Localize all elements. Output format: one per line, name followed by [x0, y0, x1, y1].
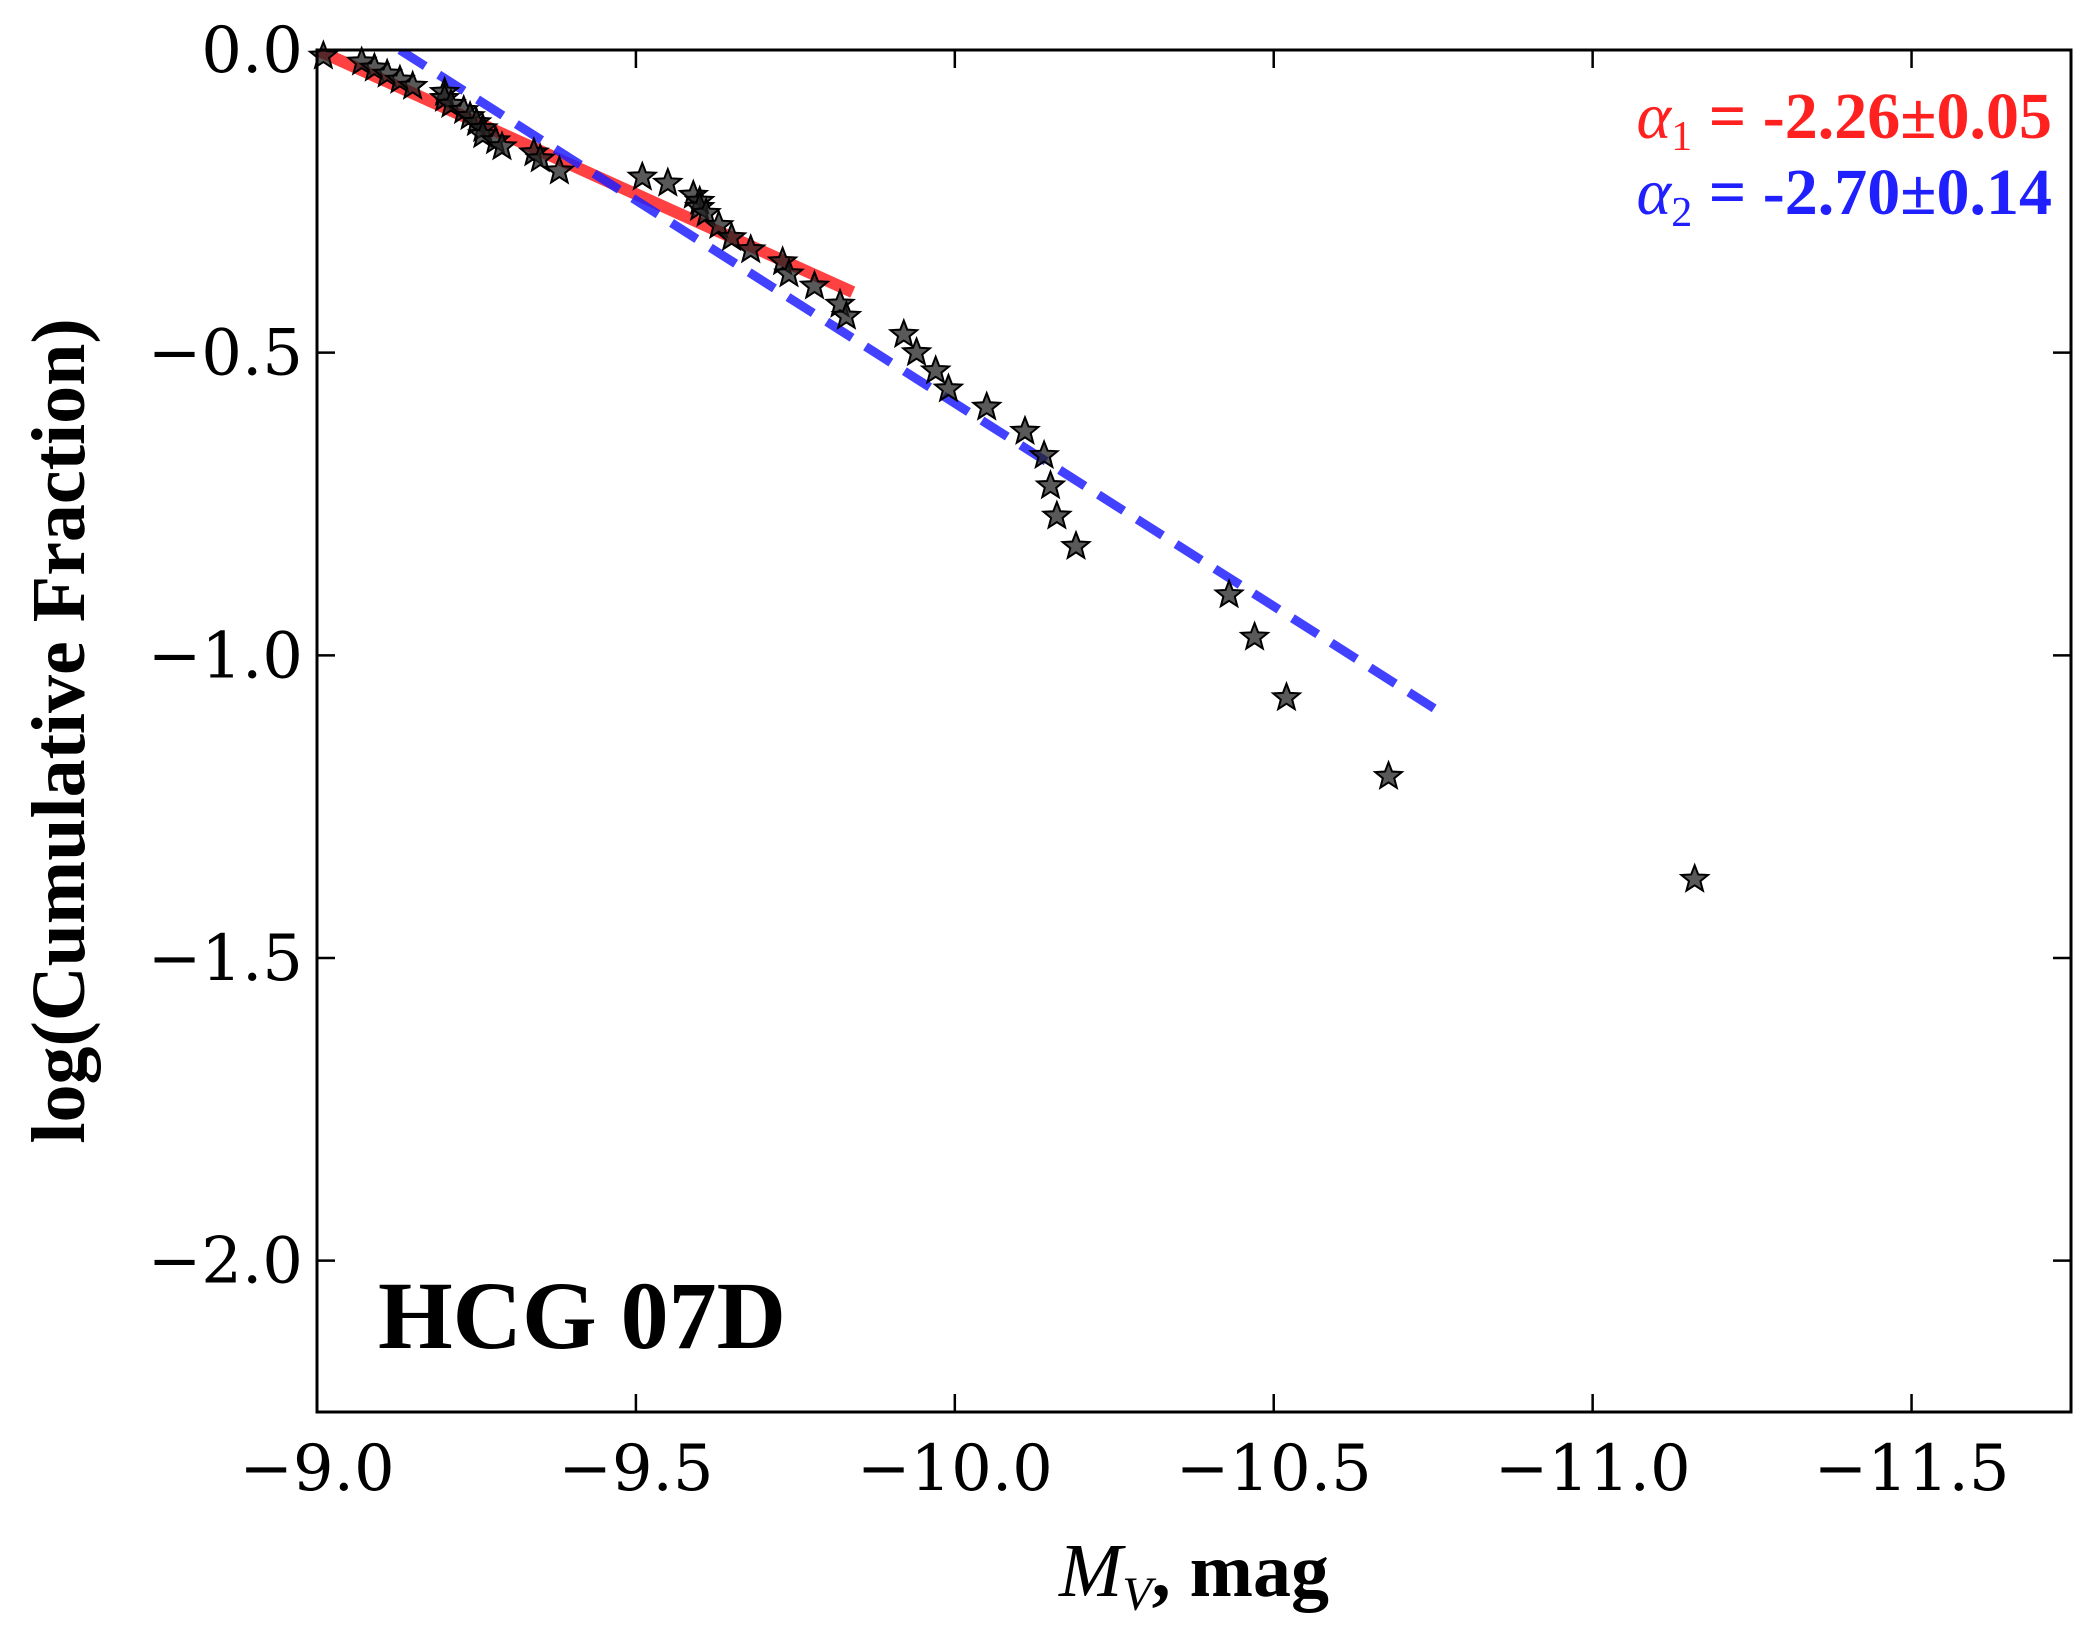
alpha1-symbol: α — [1637, 80, 1673, 153]
data-point-star — [900, 335, 933, 367]
plot-frame — [315, 48, 2073, 1414]
x-tick-label: −9.0 — [239, 1432, 394, 1506]
data-point-star — [798, 269, 831, 300]
x-tick-label: −11.5 — [1813, 1432, 2009, 1506]
data-point-star — [932, 372, 965, 403]
data-point-star — [1034, 469, 1067, 500]
data-point-star — [766, 245, 799, 276]
data-point-star — [466, 117, 499, 149]
x-tick-label: −10.5 — [1176, 1432, 1372, 1506]
data-point-star — [1678, 862, 1711, 893]
x-axis-var: M — [1058, 1529, 1126, 1613]
y-tick-label: −2.0 — [148, 1225, 303, 1299]
alpha1-subscript: 1 — [1671, 114, 1692, 160]
data-point-star — [1213, 578, 1246, 609]
fit-lines — [317, 50, 1449, 720]
x-tick-label: −9.5 — [558, 1432, 713, 1506]
x-tick-label: −10.0 — [857, 1432, 1053, 1506]
data-point-star — [690, 196, 723, 228]
data-point-star — [1372, 759, 1405, 790]
y-tick-label: 0.0 — [201, 14, 303, 88]
data-point-star — [1028, 438, 1061, 470]
alpha1-value: = -2.26±0.05 — [1692, 80, 2052, 153]
data-point-star — [486, 130, 518, 161]
data-point-star — [1270, 680, 1303, 712]
data-point-star — [919, 354, 952, 385]
data-point-star — [543, 154, 576, 185]
y-tick-label: −1.5 — [148, 922, 303, 996]
data-point-star — [702, 208, 735, 240]
x-axis-label: MV, mag — [1058, 1529, 1329, 1621]
data-point-star — [358, 51, 391, 82]
data-point-star — [830, 299, 863, 330]
x-axis-unit: , mag — [1152, 1529, 1329, 1613]
data-point-star — [396, 69, 429, 100]
data-point-star — [626, 160, 659, 191]
x-tick-label: −11.0 — [1495, 1432, 1691, 1506]
y-axis-label: log(Cumulative Fraction) — [17, 318, 101, 1143]
data-point-star — [970, 390, 1003, 421]
legend-alpha1: α1 = -2.26±0.05 — [1637, 80, 2052, 160]
data-point-star — [383, 63, 416, 94]
data-point-star — [1238, 620, 1271, 651]
panel-label: HCG 07D — [378, 1262, 786, 1369]
data-point-star — [734, 232, 767, 264]
data-point-star — [434, 87, 467, 119]
alpha2-subscript: 2 — [1671, 190, 1692, 236]
data-point-star — [824, 287, 856, 318]
data-point-star — [1060, 529, 1092, 560]
data-point-star — [715, 220, 748, 252]
legend-alpha2: α2 = -2.70±0.14 — [1637, 156, 2052, 236]
data-point-star — [307, 39, 340, 70]
data-point-star — [345, 45, 378, 76]
y-tick-label: −0.5 — [148, 317, 303, 391]
data-point-star — [524, 142, 557, 173]
scatter-points — [307, 39, 1711, 893]
alpha2-symbol: α — [1637, 156, 1673, 229]
fit-line-alpha2 — [397, 50, 1449, 720]
data-point-star — [371, 57, 404, 88]
alpha2-value: = -2.70±0.14 — [1692, 156, 2052, 229]
data-point-star — [651, 166, 684, 197]
axis-ticks: −9.0 −9.5 −10.0 −10.5 −11.0 −11.5 0.0 −0.5 −1.0 −… — [148, 14, 2071, 1506]
y-tick-label: −1.0 — [148, 619, 303, 693]
data-point-star — [887, 317, 920, 349]
data-point-star — [1040, 499, 1073, 530]
x-axis-sub: V — [1122, 1568, 1156, 1621]
data-point-star — [1009, 414, 1041, 445]
data-point-star — [773, 257, 805, 288]
